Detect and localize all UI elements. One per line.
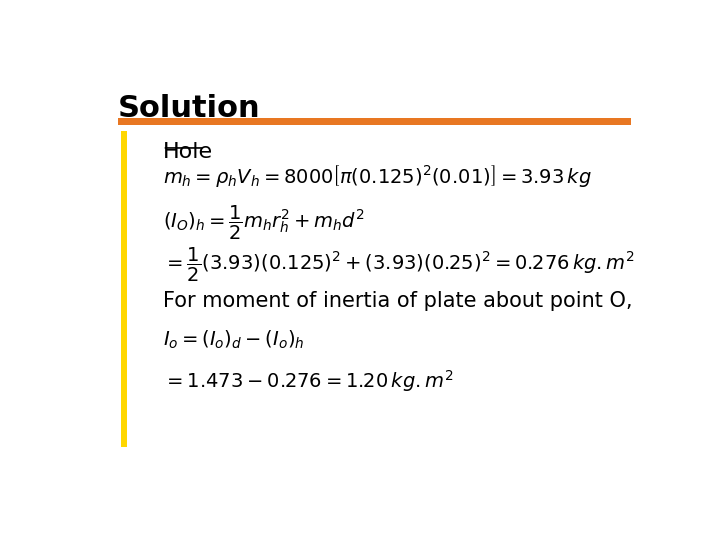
Text: $I_o = \left(I_o\right)_d - \left(I_o\right)_h$: $I_o = \left(I_o\right)_d - \left(I_o\ri… <box>163 329 304 351</box>
Text: $= 1.473 - 0.276 = 1.20\,kg.m^2$: $= 1.473 - 0.276 = 1.20\,kg.m^2$ <box>163 368 453 394</box>
Text: $m_h = \rho_h V_h = 8000\left[\pi(0.125)^2(0.01)\right] = 3.93\,kg$: $m_h = \rho_h V_h = 8000\left[\pi(0.125)… <box>163 163 591 188</box>
FancyBboxPatch shape <box>121 131 127 447</box>
Text: $= \dfrac{1}{2}(3.93)(0.125)^2 + (3.93)(0.25)^2 = 0.276\,kg.m^2$: $= \dfrac{1}{2}(3.93)(0.125)^2 + (3.93)(… <box>163 246 634 284</box>
Text: Hole: Hole <box>163 141 212 161</box>
Text: $\left(I_O\right)_h = \dfrac{1}{2}m_h r_h^2 + m_h d^2$: $\left(I_O\right)_h = \dfrac{1}{2}m_h r_… <box>163 204 364 242</box>
FancyBboxPatch shape <box>118 118 631 125</box>
Text: Solution: Solution <box>118 94 261 123</box>
Text: For moment of inertia of plate about point O,: For moment of inertia of plate about poi… <box>163 292 632 312</box>
